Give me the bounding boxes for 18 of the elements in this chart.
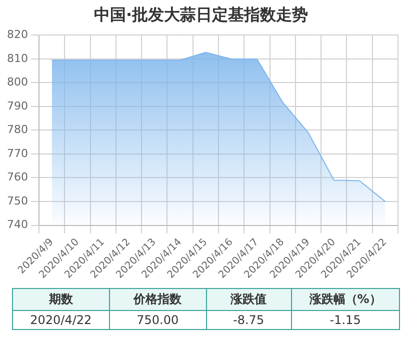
- y-tick-label: 810: [6, 52, 28, 65]
- y-tick-label: 760: [6, 170, 28, 184]
- text: 750.00: [109, 310, 206, 330]
- y-tick-label: 780: [6, 123, 28, 136]
- y-tick-label: 790: [6, 99, 28, 112]
- y-tick-label: 770: [6, 146, 28, 160]
- y-tick-label: 800: [6, 76, 28, 89]
- y-tick-label: 740: [6, 218, 28, 232]
- y-tick-label: 820: [6, 28, 28, 42]
- text: 涨跌值: [206, 288, 292, 310]
- text: -1.15: [291, 310, 400, 330]
- text: 涨跌幅（%）: [291, 288, 400, 310]
- text: 2020/4/22: [12, 310, 110, 330]
- text: -8.75: [206, 310, 292, 330]
- chart-title: 中国·批发大蒜日定基指数走势: [94, 4, 308, 24]
- text: 期数: [12, 288, 110, 310]
- y-tick-label: 750: [6, 194, 28, 208]
- text: 价格指数: [109, 288, 206, 310]
